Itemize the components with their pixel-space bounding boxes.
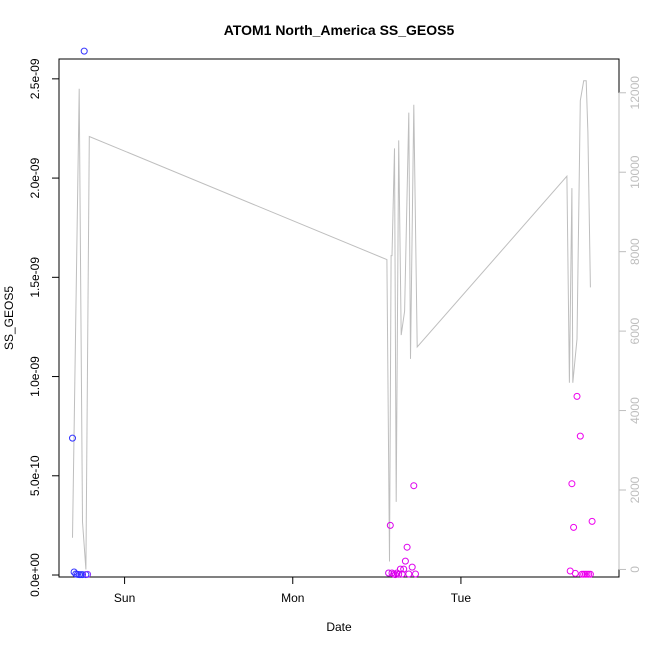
y2-tick-label-0: 0 bbox=[628, 566, 642, 573]
y2-tick-label-5: 10000 bbox=[628, 155, 642, 189]
data-point-22 bbox=[405, 570, 413, 578]
data-point-24 bbox=[410, 482, 418, 490]
chart-title: ATOM1 North_America SS_GEOS5 bbox=[224, 22, 455, 38]
y-tick-label-1: 5.0e-10 bbox=[28, 455, 42, 496]
data-point-29 bbox=[571, 569, 579, 577]
data-point-12 bbox=[388, 569, 396, 577]
x-axis-label: Date bbox=[326, 620, 352, 634]
x-tick-label-1: Mon bbox=[281, 591, 304, 605]
data-point-28 bbox=[570, 523, 578, 531]
data-point-23 bbox=[408, 563, 416, 571]
x-tick-label-0: Sun bbox=[114, 591, 135, 605]
data-point-20 bbox=[401, 557, 409, 565]
y2-tick-label-3: 6000 bbox=[628, 317, 642, 344]
y2-axis: 0 2000 4000 6000 8000 10000 12000 bbox=[618, 76, 642, 573]
data-point-21 bbox=[403, 543, 411, 551]
data-point-37 bbox=[586, 570, 594, 578]
x-tick-label-2: Tue bbox=[451, 591, 472, 605]
y2-tick-label-4: 8000 bbox=[628, 238, 642, 265]
data-point-25 bbox=[412, 570, 419, 578]
data-point-17 bbox=[396, 565, 404, 573]
y2-tick-label-2: 4000 bbox=[628, 397, 642, 424]
y-tick-label-3: 1.5e-09 bbox=[28, 257, 42, 298]
y-axis: 0.0e+00 5.0e-10 1.0e-09 1.5e-09 2.0e-09 2.5e-… bbox=[28, 58, 59, 597]
data-point-10 bbox=[385, 569, 393, 577]
data-point-27 bbox=[568, 480, 576, 488]
x-axis: Sun Mon Tue bbox=[114, 577, 471, 605]
data-point-15 bbox=[393, 569, 401, 577]
data-point-6 bbox=[79, 571, 86, 579]
y2-tick-label-1: 2000 bbox=[628, 476, 642, 503]
data-point-18 bbox=[398, 570, 406, 578]
data-point-7 bbox=[80, 47, 88, 55]
y-tick-label-4: 2.0e-09 bbox=[28, 157, 42, 198]
y-axis-label: SS_GEOS5 bbox=[2, 286, 16, 350]
data-point-11 bbox=[386, 521, 394, 529]
data-point-31 bbox=[576, 432, 584, 440]
data-point-0 bbox=[69, 434, 76, 442]
y2-tick-label-6: 12000 bbox=[628, 76, 642, 110]
y2-line-series bbox=[72, 80, 591, 570]
y2-line bbox=[72, 80, 591, 570]
data-point-38 bbox=[588, 517, 596, 525]
data-point-14 bbox=[391, 571, 399, 579]
data-point-30 bbox=[573, 392, 581, 400]
y-tick-label-0: 0.0e+00 bbox=[28, 553, 42, 597]
data-point-9 bbox=[84, 570, 92, 578]
data-point-19 bbox=[400, 565, 408, 573]
y-tick-label-5: 2.5e-09 bbox=[28, 58, 42, 99]
scatter-points bbox=[69, 47, 596, 579]
y-tick-label-2: 1.0e-09 bbox=[28, 356, 42, 397]
